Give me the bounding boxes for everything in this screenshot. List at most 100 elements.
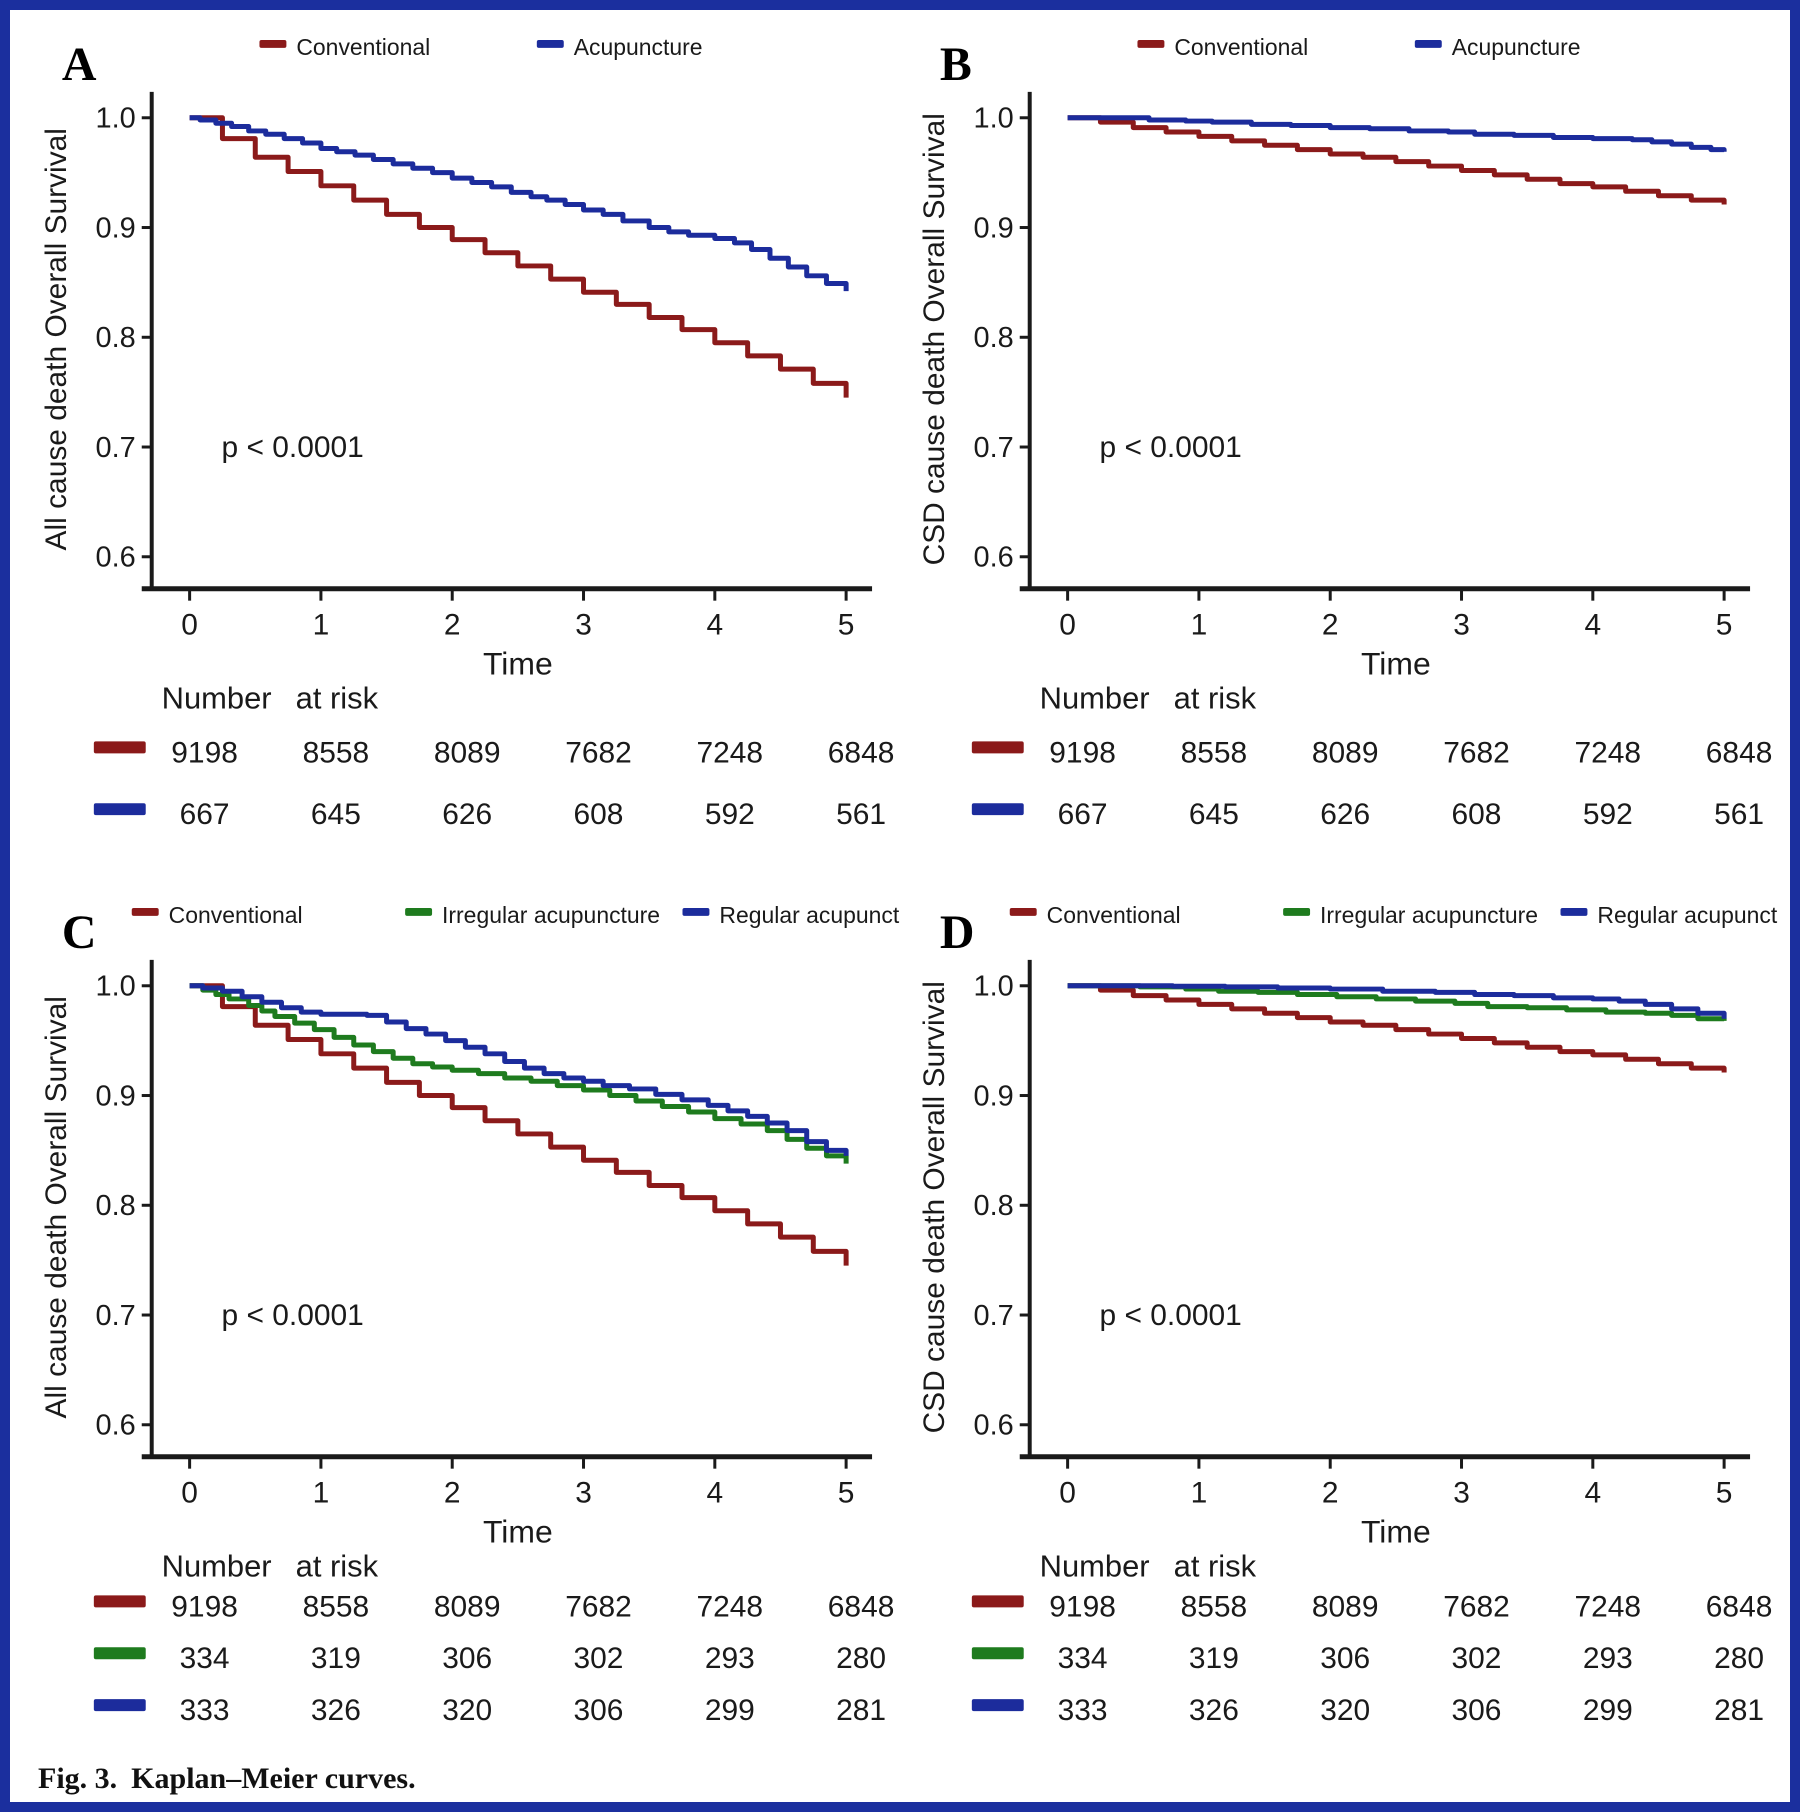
y-axis-title: All cause death Overall Survival	[40, 128, 73, 550]
y-tick-label: 0.7	[974, 1300, 1014, 1332]
y-tick-label: 0.7	[96, 1300, 136, 1332]
panel-b: B Conventional Acupuncture 1.0 0.9 0.8 0.7 0.6 0…	[900, 18, 1778, 886]
x-tick-label: 4	[706, 609, 723, 642]
x-tick-label: 1	[313, 609, 330, 642]
number-at-risk-header: Number at risk	[162, 680, 379, 715]
y-axis-title: All cause death Overall Survival	[40, 996, 73, 1418]
number-at-risk-header: Number at risk	[1040, 680, 1257, 715]
risk-count: 334	[1058, 1642, 1108, 1675]
y-tick-label: 1.0	[974, 103, 1014, 135]
legend-label-2: Acupuncture	[574, 34, 703, 60]
risk-count: 299	[705, 1694, 755, 1727]
x-tick-label: 3	[1453, 609, 1470, 642]
risk-count: 592	[1583, 798, 1633, 831]
y-tick-label: 0.6	[96, 1410, 136, 1442]
risk-count: 626	[442, 798, 492, 831]
risk-count: 6848	[828, 736, 895, 769]
risk-row-swatch-1	[93, 1595, 146, 1608]
panel-letter: C	[62, 906, 97, 959]
x-axis-title: Time	[1361, 645, 1431, 681]
km-chart-c: C Conventional Irregular acupuncture Regula…	[40, 902, 900, 1727]
risk-row-swatch-2	[93, 1647, 146, 1660]
y-tick-label: 0.7	[96, 432, 136, 464]
x-tick-label: 0	[1059, 609, 1076, 642]
risk-count: 8558	[1181, 1590, 1248, 1623]
legend-label-1: Conventional	[296, 34, 430, 60]
legend-label-3: Regular acupuncture	[719, 902, 900, 928]
km-curve-2	[189, 115, 849, 292]
x-tick-label: 5	[1716, 1477, 1733, 1510]
legend-label-1: Conventional	[169, 902, 303, 928]
legend-swatch-2	[405, 907, 433, 916]
risk-count: 306	[1452, 1694, 1502, 1727]
risk-count: 6848	[1706, 1590, 1773, 1623]
risk-count: 7682	[1443, 736, 1510, 769]
risk-count: 626	[1320, 798, 1370, 831]
km-curve-2	[189, 983, 849, 1164]
x-tick-label: 1	[313, 1477, 330, 1510]
risk-count: 320	[1320, 1694, 1370, 1727]
risk-count: 8558	[303, 1590, 370, 1623]
legend-swatch-3	[682, 907, 710, 916]
legend-label-2: Irregular acupuncture	[442, 902, 660, 928]
panel-letter: A	[62, 38, 97, 91]
risk-count: 8089	[434, 736, 501, 769]
risk-count: 7682	[565, 736, 632, 769]
risk-count: 7682	[1443, 1590, 1510, 1623]
risk-count: 8089	[1312, 1590, 1379, 1623]
x-tick-label: 0	[181, 609, 198, 642]
p-value-label: p < 0.0001	[222, 431, 364, 464]
risk-count: 299	[1583, 1694, 1633, 1727]
risk-row-swatch-1	[971, 741, 1024, 754]
y-tick-label: 0.6	[974, 1410, 1014, 1442]
y-tick-label: 0.9	[974, 1081, 1014, 1113]
km-curve-3	[189, 983, 849, 1156]
risk-count: 645	[311, 798, 361, 831]
y-tick-label: 0.8	[96, 322, 136, 354]
risk-count: 9198	[1049, 1590, 1116, 1623]
number-at-risk-header: Number at risk	[1040, 1548, 1257, 1583]
y-axis-title: CSD cause death Overall Survival	[918, 981, 951, 1433]
y-tick-label: 0.9	[96, 1081, 136, 1113]
x-tick-label: 5	[1716, 609, 1733, 642]
risk-count: 281	[1714, 1694, 1764, 1727]
km-chart-d: D Conventional Irregular acupuncture Regula…	[918, 902, 1778, 1727]
x-tick-label: 0	[1059, 1477, 1076, 1510]
panel-letter: B	[940, 38, 972, 91]
x-axis-title: Time	[483, 645, 553, 681]
number-at-risk-header: Number at risk	[162, 1548, 379, 1583]
legend-swatch-1	[1009, 907, 1037, 916]
risk-count: 320	[442, 1694, 492, 1727]
risk-row-swatch-2	[971, 803, 1024, 816]
x-tick-label: 3	[1453, 1477, 1470, 1510]
risk-count: 6848	[1706, 736, 1773, 769]
km-curve-3	[1067, 983, 1727, 1019]
risk-count: 7248	[696, 736, 763, 769]
risk-count: 326	[311, 1694, 361, 1727]
y-axis-title: CSD cause death Overall Survival	[918, 113, 951, 565]
km-curve-1	[1067, 115, 1727, 205]
panel-grid: A Conventional Acupuncture 1.0 0.9 0.8 0.7 0.6 0…	[22, 18, 1778, 1754]
x-tick-label: 4	[1584, 1477, 1601, 1510]
y-tick-label: 0.7	[974, 432, 1014, 464]
y-tick-label: 1.0	[96, 971, 136, 1003]
risk-count: 7682	[565, 1590, 632, 1623]
risk-count: 334	[180, 1642, 230, 1675]
risk-count: 319	[311, 1642, 361, 1675]
km-curve-1	[189, 983, 849, 1266]
x-axis-title: Time	[1361, 1514, 1431, 1550]
x-tick-label: 5	[838, 609, 855, 642]
risk-count: 302	[1452, 1642, 1502, 1675]
risk-count: 333	[1058, 1694, 1108, 1727]
km-chart-b: B Conventional Acupuncture 1.0 0.9 0.8 0.7 0.6 0…	[918, 34, 1773, 831]
legend-swatch-2	[1283, 907, 1311, 916]
risk-count: 608	[1452, 798, 1502, 831]
risk-count: 667	[180, 798, 230, 831]
risk-row-swatch-3	[971, 1699, 1024, 1712]
panel-d: D Conventional Irregular acupuncture Regula…	[900, 886, 1778, 1754]
legend-label-3: Regular acupuncture	[1597, 902, 1778, 928]
legend-label-1: Conventional	[1174, 34, 1308, 60]
km-curve-2	[1067, 115, 1727, 153]
risk-count: 9198	[171, 1590, 238, 1623]
